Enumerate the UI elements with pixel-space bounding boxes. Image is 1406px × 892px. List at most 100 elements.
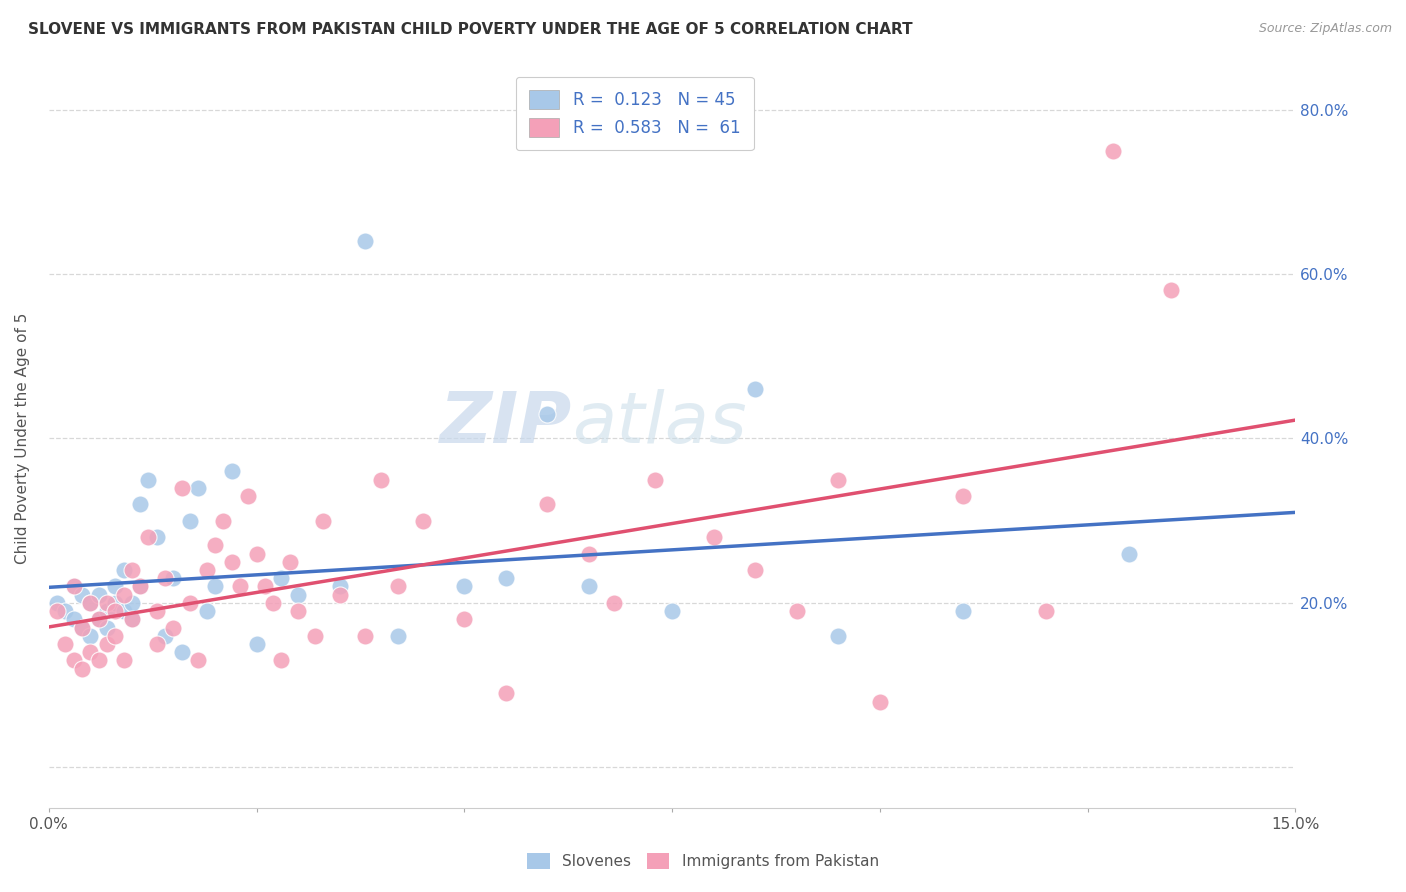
Point — [104, 604, 127, 618]
Text: ZIP: ZIP — [440, 389, 572, 458]
Point — [96, 604, 118, 618]
Point — [245, 547, 267, 561]
Point — [70, 620, 93, 634]
Point — [179, 514, 201, 528]
Point — [121, 612, 143, 626]
Point — [87, 653, 110, 667]
Point — [412, 514, 434, 528]
Point — [1160, 284, 1182, 298]
Point — [387, 579, 409, 593]
Point — [229, 579, 252, 593]
Point — [146, 637, 169, 651]
Point — [312, 514, 335, 528]
Point — [212, 514, 235, 528]
Point — [578, 547, 600, 561]
Point — [221, 555, 243, 569]
Point — [87, 588, 110, 602]
Point — [221, 464, 243, 478]
Point — [603, 596, 626, 610]
Point — [270, 571, 292, 585]
Point — [62, 612, 84, 626]
Point — [453, 579, 475, 593]
Point — [170, 645, 193, 659]
Point — [536, 407, 558, 421]
Point — [121, 563, 143, 577]
Point — [187, 481, 209, 495]
Point — [329, 579, 352, 593]
Point — [112, 563, 135, 577]
Point — [827, 629, 849, 643]
Point — [703, 530, 725, 544]
Point — [70, 662, 93, 676]
Point — [245, 637, 267, 651]
Point — [195, 563, 218, 577]
Point — [79, 596, 101, 610]
Point — [952, 604, 974, 618]
Point — [786, 604, 808, 618]
Point — [827, 473, 849, 487]
Point — [104, 596, 127, 610]
Y-axis label: Child Poverty Under the Age of 5: Child Poverty Under the Age of 5 — [15, 313, 30, 564]
Point — [112, 653, 135, 667]
Point — [121, 612, 143, 626]
Point — [238, 489, 260, 503]
Point — [138, 530, 160, 544]
Point — [278, 555, 301, 569]
Point — [112, 588, 135, 602]
Point — [287, 604, 309, 618]
Point — [1101, 144, 1123, 158]
Point — [744, 563, 766, 577]
Point — [46, 596, 69, 610]
Point — [104, 579, 127, 593]
Point — [204, 579, 226, 593]
Point — [112, 604, 135, 618]
Point — [287, 588, 309, 602]
Point — [62, 579, 84, 593]
Point — [744, 382, 766, 396]
Point — [153, 571, 176, 585]
Point — [104, 629, 127, 643]
Point — [495, 686, 517, 700]
Point — [187, 653, 209, 667]
Point — [1118, 547, 1140, 561]
Point — [96, 596, 118, 610]
Legend: R =  0.123   N = 45, R =  0.583   N =  61: R = 0.123 N = 45, R = 0.583 N = 61 — [516, 77, 754, 151]
Point — [644, 473, 666, 487]
Point — [253, 579, 276, 593]
Point — [370, 473, 392, 487]
Point — [453, 612, 475, 626]
Point — [121, 596, 143, 610]
Point — [79, 596, 101, 610]
Point — [204, 538, 226, 552]
Point — [46, 604, 69, 618]
Point — [146, 604, 169, 618]
Point — [79, 645, 101, 659]
Point — [153, 629, 176, 643]
Point — [96, 620, 118, 634]
Point — [387, 629, 409, 643]
Point — [146, 530, 169, 544]
Point — [79, 629, 101, 643]
Point — [1035, 604, 1057, 618]
Point — [536, 497, 558, 511]
Point — [162, 571, 184, 585]
Point — [329, 588, 352, 602]
Point — [270, 653, 292, 667]
Point — [262, 596, 284, 610]
Text: Source: ZipAtlas.com: Source: ZipAtlas.com — [1258, 22, 1392, 36]
Point — [952, 489, 974, 503]
Point — [195, 604, 218, 618]
Point — [96, 637, 118, 651]
Point — [353, 629, 375, 643]
Text: SLOVENE VS IMMIGRANTS FROM PAKISTAN CHILD POVERTY UNDER THE AGE OF 5 CORRELATION: SLOVENE VS IMMIGRANTS FROM PAKISTAN CHIL… — [28, 22, 912, 37]
Point — [62, 579, 84, 593]
Point — [70, 620, 93, 634]
Point — [70, 588, 93, 602]
Point — [304, 629, 326, 643]
Point — [170, 481, 193, 495]
Legend: Slovenes, Immigrants from Pakistan: Slovenes, Immigrants from Pakistan — [522, 847, 884, 875]
Point — [53, 604, 76, 618]
Point — [62, 653, 84, 667]
Point — [495, 571, 517, 585]
Point — [138, 473, 160, 487]
